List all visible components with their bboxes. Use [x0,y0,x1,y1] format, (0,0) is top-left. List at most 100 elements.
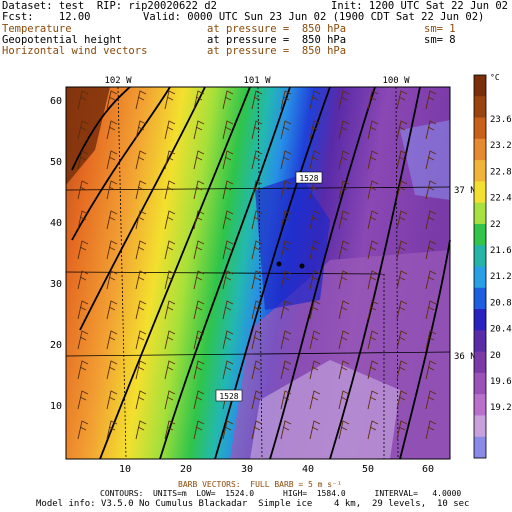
wind-barb [193,300,205,320]
wind-barb [135,210,147,230]
wind-barb [425,120,437,140]
colorbar-label: 20.4 [490,325,512,335]
wind-barb [164,420,176,440]
valid-time: Valid: 0000 UTC Sun 23 Jun 02 (1900 CDT … [143,11,485,23]
wind-barb [367,120,379,140]
colorbar-swatch [474,266,486,289]
longitude-labels: 102 W 101 W 100 W [104,76,410,86]
wind-barb [280,150,292,170]
svg-text:1528: 1528 [299,174,318,183]
wind-barb [77,360,89,380]
wind-barb [77,90,89,110]
wind-barb [309,420,321,440]
colorbar-unit: °C [490,73,500,82]
wind-barb [280,420,292,440]
colorbar-swatch [474,351,486,374]
wind-barb [135,180,147,200]
contour-label-1: 1528 [295,171,323,184]
colorbar-label: 21.6 [490,246,512,256]
wind-barb [425,420,437,440]
colorbar-label: 22.8 [490,167,512,177]
wind-barb [309,120,321,140]
field-name-height: Geopotential height [2,34,123,46]
wind-barb [222,360,234,380]
model-info: Model info: V3.5.0 No Cumulus Blackadar … [36,499,470,509]
wind-barb [106,330,118,350]
wind-barb [309,330,321,350]
wind-barb [164,210,176,230]
wind-barb [251,210,263,230]
x-axis: 10 20 30 40 50 60 [119,464,434,475]
wind-barb [222,270,234,290]
colorbar: °C 23.6 23.2 22.8 22.4 22 21.6 21.2 20.8 20.4 20 1… [473,73,512,459]
wind-barb [367,210,379,230]
wind-barb [135,270,147,290]
wind-barb [425,390,437,410]
wind-barb [164,90,176,110]
lon-label: 100 W [382,76,410,86]
colorbar-swatch [474,372,486,395]
wind-barb [106,150,118,170]
colorbar-swatch [474,160,486,182]
wind-barb [106,420,118,440]
wind-barb [106,120,118,140]
wind-barb [77,240,89,260]
wind-barb [164,330,176,350]
wind-barb [135,300,147,320]
wind-barb [222,180,234,200]
wind-barb [425,180,437,200]
wind-barb [222,150,234,170]
colorbar-swatch [474,138,486,161]
wind-barb [396,210,408,230]
colorbar-swatch [474,117,486,140]
wind-barb [280,300,292,320]
wind-barb [164,360,176,380]
wind-barb [280,180,292,200]
wind-barb [135,120,147,140]
wind-barb [77,270,89,290]
colorbar-swatch [474,181,486,204]
wind-barb [135,330,147,350]
colorbar-swatch [474,245,486,267]
wind-barb [338,240,350,260]
colorbar-swatch [474,287,486,310]
colorbar-swatch [474,96,486,119]
wind-barb [425,240,437,260]
contour-info: CONTOURS: UNITS=m LOW= 1524.0 HIGH= 1584… [100,489,462,498]
wind-barb [338,390,350,410]
x-tick-label: 60 [422,464,434,475]
wind-barb [280,360,292,380]
wind-barb [425,90,437,110]
wind-barb [106,300,118,320]
wind-barb [222,330,234,350]
field-name-temperature: Temperature [2,23,72,35]
wind-barb [251,390,263,410]
wind-barb [280,120,292,140]
y-tick-label: 60 [50,96,62,107]
wind-barb [425,210,437,230]
location-dot [276,261,282,267]
wind-barb [338,150,350,170]
wind-barb [367,360,379,380]
wind-barb [77,420,89,440]
latitude-labels: 37 N 36 N [454,186,476,362]
wind-barb [309,360,321,380]
wind-barb [251,240,263,260]
colorbar-label: 22 [490,220,501,230]
wind-barb [338,330,350,350]
wind-barb [106,390,118,410]
wind-barb [425,300,437,320]
wind-barb [251,120,263,140]
wind-barb [193,420,205,440]
wind-barb [338,180,350,200]
wind-barb [164,150,176,170]
wind-barb [309,390,321,410]
wind-barb [280,330,292,350]
wind-barb [106,180,118,200]
wind-barb [338,210,350,230]
wind-barb [77,390,89,410]
colorbar-swatch [474,309,486,331]
wind-barb [396,240,408,260]
wind-barb [338,120,350,140]
